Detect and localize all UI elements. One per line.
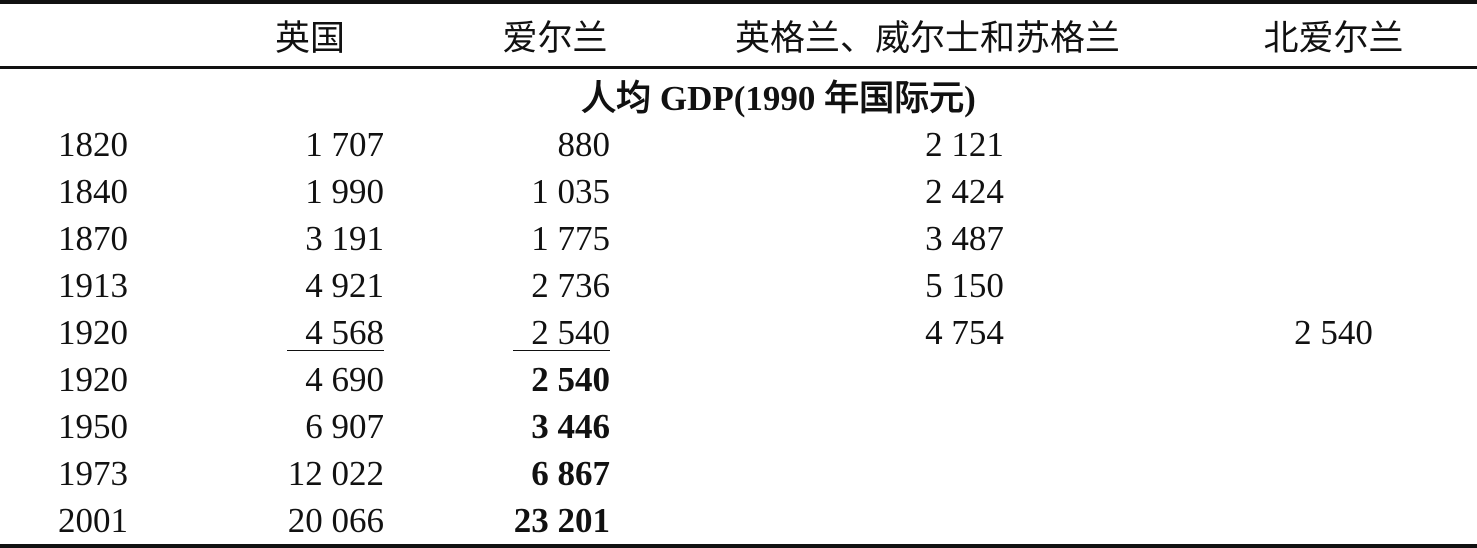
table-body: 人均 GDP(1990 年国际元) 1820 1 707 880 2 121 1840 1… bbox=[0, 68, 1477, 548]
value-cell: 2 736 bbox=[400, 262, 625, 309]
value-cell: 2 424 bbox=[625, 168, 1240, 215]
cell-text: 4 921 bbox=[305, 266, 384, 305]
cell-text: 2001 bbox=[58, 501, 128, 540]
data-row: 1820 1 707 880 2 121 bbox=[0, 121, 1477, 168]
cell-text: 2 736 bbox=[531, 266, 610, 305]
value-cell: 6 907 bbox=[200, 403, 400, 450]
cell-text: 1913 bbox=[58, 266, 128, 305]
data-row: 2001 20 066 23 201 bbox=[0, 497, 1477, 548]
cell-text: 6 867 bbox=[531, 454, 610, 493]
subheader: 人均 GDP(1990 年国际元) bbox=[581, 78, 976, 118]
cell-text: 3 487 bbox=[925, 219, 1004, 258]
cell-text: 5 150 bbox=[925, 266, 1004, 305]
cell-text: 4 690 bbox=[305, 360, 384, 399]
year-cell: 1820 bbox=[0, 121, 200, 168]
cell-text: 880 bbox=[557, 125, 611, 164]
value-cell: 1 990 bbox=[200, 168, 400, 215]
year-cell: 1913 bbox=[0, 262, 200, 309]
subheader-row: 人均 GDP(1990 年国际元) bbox=[0, 68, 1477, 122]
data-row: 1913 4 921 2 736 5 150 bbox=[0, 262, 1477, 309]
value-cell: 1 775 bbox=[400, 215, 625, 262]
cell-text: 1870 bbox=[58, 219, 128, 258]
cell-text: 1 990 bbox=[305, 172, 384, 211]
value-cell: 23 201 bbox=[400, 497, 625, 548]
table-head: 英国 爱尔兰 英格兰、威尔士和苏格兰 北爱尔兰 bbox=[0, 0, 1477, 69]
year-cell: 1840 bbox=[0, 168, 200, 215]
value-cell: 3 487 bbox=[625, 215, 1240, 262]
cell-text: 2 121 bbox=[925, 125, 1004, 164]
cell-text: 1 775 bbox=[531, 219, 610, 258]
value-cell bbox=[1240, 121, 1477, 168]
value-cell bbox=[625, 450, 1240, 497]
value-cell bbox=[1240, 497, 1477, 548]
value-cell: 3 446 bbox=[400, 403, 625, 450]
cell-text: 1920 bbox=[58, 313, 128, 352]
cell-text: 2 540 bbox=[531, 360, 610, 399]
value-cell: 2 540 bbox=[400, 309, 625, 356]
header-cell: 北爱尔兰 bbox=[1240, 0, 1477, 69]
value-cell: 4 921 bbox=[200, 262, 400, 309]
value-cell: 880 bbox=[400, 121, 625, 168]
value-cell: 4 754 bbox=[625, 309, 1240, 356]
value-cell: 2 540 bbox=[400, 356, 625, 403]
value-cell: 2 540 bbox=[1240, 309, 1477, 356]
header-cell: 英国 bbox=[200, 0, 400, 69]
value-cell: 6 867 bbox=[400, 450, 625, 497]
cell-text: 1820 bbox=[58, 125, 128, 164]
value-cell: 4 568 bbox=[200, 309, 400, 356]
value-cell bbox=[1240, 168, 1477, 215]
cell-text: 20 066 bbox=[287, 501, 384, 540]
cell-text: 1950 bbox=[58, 407, 128, 446]
cell-text: 1920 bbox=[58, 360, 128, 399]
data-row: 1870 3 191 1 775 3 487 bbox=[0, 215, 1477, 262]
value-cell bbox=[1240, 262, 1477, 309]
data-row: 1920 4 690 2 540 bbox=[0, 356, 1477, 403]
year-cell: 1870 bbox=[0, 215, 200, 262]
cell-text: 3 191 bbox=[305, 219, 384, 258]
cell-text: 2 424 bbox=[925, 172, 1004, 211]
value-cell bbox=[625, 497, 1240, 548]
year-cell: 2001 bbox=[0, 497, 200, 548]
cell-text: 2 540 bbox=[513, 315, 610, 351]
cell-text: 23 201 bbox=[513, 501, 610, 540]
cell-text: 2 540 bbox=[1294, 313, 1373, 352]
value-cell bbox=[625, 403, 1240, 450]
value-cell bbox=[625, 356, 1240, 403]
cell-text: 1973 bbox=[58, 454, 128, 493]
cell-text: 1840 bbox=[58, 172, 128, 211]
cell-text: 4 568 bbox=[287, 315, 384, 351]
value-cell: 4 690 bbox=[200, 356, 400, 403]
year-cell: 1920 bbox=[0, 356, 200, 403]
value-cell: 1 707 bbox=[200, 121, 400, 168]
data-row: 1920 4 568 2 540 4 754 2 540 bbox=[0, 309, 1477, 356]
cell-text: 4 754 bbox=[925, 313, 1004, 352]
value-cell: 1 035 bbox=[400, 168, 625, 215]
cell-text: 1 035 bbox=[531, 172, 610, 211]
year-cell: 1950 bbox=[0, 403, 200, 450]
value-cell: 2 121 bbox=[625, 121, 1240, 168]
data-row: 1950 6 907 3 446 bbox=[0, 403, 1477, 450]
value-cell bbox=[1240, 356, 1477, 403]
value-cell: 20 066 bbox=[200, 497, 400, 548]
value-cell: 3 191 bbox=[200, 215, 400, 262]
year-cell: 1920 bbox=[0, 309, 200, 356]
value-cell bbox=[1240, 215, 1477, 262]
year-cell: 1973 bbox=[0, 450, 200, 497]
header-cell bbox=[0, 0, 200, 69]
value-cell: 12 022 bbox=[200, 450, 400, 497]
cell-text: 1 707 bbox=[305, 125, 384, 164]
header-cell: 英格兰、威尔士和苏格兰 bbox=[625, 0, 1240, 69]
value-cell bbox=[1240, 403, 1477, 450]
cell-text: 3 446 bbox=[531, 407, 610, 446]
data-row: 1973 12 022 6 867 bbox=[0, 450, 1477, 497]
data-row: 1840 1 990 1 035 2 424 bbox=[0, 168, 1477, 215]
value-cell: 5 150 bbox=[625, 262, 1240, 309]
cell-text: 6 907 bbox=[305, 407, 384, 446]
cell-text: 12 022 bbox=[287, 454, 384, 493]
value-cell bbox=[1240, 450, 1477, 497]
header-row: 英国 爱尔兰 英格兰、威尔士和苏格兰 北爱尔兰 bbox=[0, 0, 1477, 69]
header-cell: 爱尔兰 bbox=[400, 0, 625, 69]
